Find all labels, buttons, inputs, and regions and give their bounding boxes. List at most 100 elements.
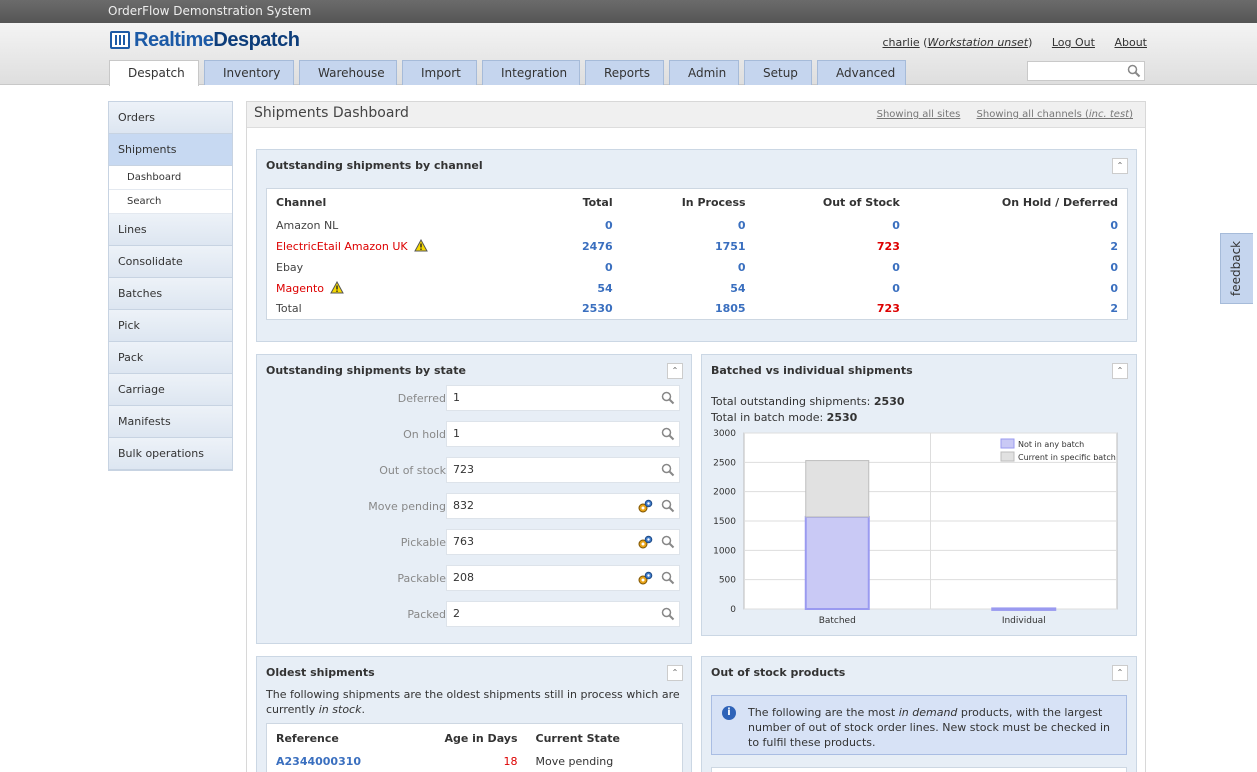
state-value-field[interactable]: 2 bbox=[446, 601, 680, 627]
search-icon[interactable] bbox=[661, 499, 675, 513]
search-icon[interactable] bbox=[661, 607, 675, 621]
sidebar-item-batches[interactable]: Batches bbox=[109, 278, 232, 310]
shipment-reference-link[interactable]: A2344000310 bbox=[276, 754, 362, 768]
channel-name[interactable]: Magento bbox=[276, 282, 324, 295]
collapse-icon[interactable]: ⌃ bbox=[1112, 363, 1128, 379]
channel-name-cell: Magento bbox=[267, 278, 543, 299]
main-nav-tabs: Despatch Inventory Warehouse Import Inte… bbox=[109, 60, 911, 86]
state-row: Pickable 763 bbox=[257, 529, 692, 556]
total-link[interactable]: 54 bbox=[597, 281, 613, 295]
tab-warehouse[interactable]: Warehouse bbox=[299, 60, 397, 85]
sidebar-item-shipments[interactable]: Shipments bbox=[109, 134, 232, 166]
out-of-stock-link[interactable]: 0 bbox=[892, 260, 900, 274]
tab-admin[interactable]: Admin bbox=[669, 60, 739, 85]
total-link[interactable]: 0 bbox=[604, 260, 613, 274]
page-title: Shipments Dashboard bbox=[254, 105, 409, 121]
sidebar-item-pack[interactable]: Pack bbox=[109, 342, 232, 374]
channel-name[interactable]: ElectricEtail Amazon UK bbox=[276, 240, 408, 253]
logo[interactable]: RealtimeDespatch bbox=[110, 28, 300, 52]
tab-reports[interactable]: Reports bbox=[585, 60, 664, 85]
tab-import[interactable]: Import bbox=[402, 60, 477, 85]
on-hold-link[interactable]: 0 bbox=[1110, 218, 1118, 232]
workstation-link[interactable]: Workstation unset bbox=[927, 36, 1029, 49]
collapse-icon[interactable]: ⌃ bbox=[667, 665, 683, 681]
gears-icon[interactable] bbox=[638, 499, 653, 514]
search-icon[interactable] bbox=[1127, 64, 1141, 78]
total-outstanding-text: Total outstanding shipments: 2530 bbox=[711, 395, 905, 408]
legend-swatch bbox=[1000, 451, 1015, 462]
state-label: Deferred bbox=[397, 392, 446, 405]
state-value-field[interactable]: 208 bbox=[446, 565, 680, 591]
out-of-stock-link[interactable]: 723 bbox=[876, 302, 900, 316]
sidebar-item-bulk-operations[interactable]: Bulk operations bbox=[109, 438, 232, 470]
sidebar-subitem-search[interactable]: Search bbox=[109, 190, 232, 214]
search-icon[interactable] bbox=[661, 571, 675, 585]
header-search-input[interactable] bbox=[1027, 61, 1145, 81]
state-value-field[interactable]: 1 bbox=[446, 385, 680, 411]
in-process-link[interactable]: 54 bbox=[730, 281, 746, 295]
sidebar-item-orders[interactable]: Orders bbox=[109, 102, 232, 134]
tab-despatch[interactable]: Despatch bbox=[109, 60, 199, 86]
legend-label: Current in specific batch bbox=[1018, 453, 1116, 462]
sidebar-item-pick[interactable]: Pick bbox=[109, 310, 232, 342]
collapse-icon[interactable]: ⌃ bbox=[1112, 158, 1128, 174]
tab-setup[interactable]: Setup bbox=[744, 60, 812, 85]
out-of-stock-link[interactable]: 723 bbox=[876, 239, 900, 253]
state-value-field[interactable]: 832 bbox=[446, 493, 680, 519]
total-link[interactable]: 2530 bbox=[582, 302, 613, 316]
gears-icon[interactable] bbox=[638, 571, 653, 586]
state-value-field[interactable]: 763 bbox=[446, 529, 680, 555]
tab-advanced[interactable]: Advanced bbox=[817, 60, 906, 85]
sidebar-item-carriage[interactable]: Carriage bbox=[109, 374, 232, 406]
column-header: Total bbox=[582, 196, 613, 210]
main-content: Shipments Dashboard Showing all sites Sh… bbox=[246, 101, 1146, 772]
total-link[interactable]: 2476 bbox=[582, 239, 613, 253]
sidebar-subitem-dashboard[interactable]: Dashboard bbox=[109, 166, 232, 190]
search-icon[interactable] bbox=[661, 463, 675, 477]
state-count: 1 bbox=[453, 427, 460, 440]
tab-inventory[interactable]: Inventory bbox=[204, 60, 294, 85]
feedback-tab[interactable]: feedback bbox=[1220, 233, 1253, 304]
state-count: 832 bbox=[453, 499, 474, 512]
sidebar-item-consolidate[interactable]: Consolidate bbox=[109, 246, 232, 278]
batched-panel: Batched vs individual shipments ⌃ Total … bbox=[701, 354, 1137, 636]
info-icon: i bbox=[722, 706, 736, 720]
in-process-link[interactable]: 0 bbox=[737, 260, 746, 274]
x-tick-label: Batched bbox=[819, 616, 856, 626]
sidebar-item-manifests[interactable]: Manifests bbox=[109, 406, 232, 438]
oldest-table: Reference Age in Days Current State A234… bbox=[266, 723, 683, 772]
sidebar-item-lines[interactable]: Lines bbox=[109, 214, 232, 246]
batched-chart: 0 500 1000 1500 2000 2500 3000 Batched Individua… bbox=[713, 429, 1118, 626]
state-label: Out of stock bbox=[379, 464, 446, 477]
state-label: Packed bbox=[407, 608, 446, 621]
user-name-link[interactable]: charlie bbox=[882, 36, 920, 49]
gears-icon[interactable] bbox=[638, 535, 653, 550]
channel-name: Amazon NL bbox=[276, 218, 339, 232]
search-icon[interactable] bbox=[661, 535, 675, 549]
in-process-link[interactable]: 0 bbox=[737, 218, 746, 232]
collapse-icon[interactable]: ⌃ bbox=[1112, 665, 1128, 681]
on-hold-link[interactable]: 2 bbox=[1110, 239, 1118, 253]
total-link[interactable]: 0 bbox=[604, 218, 613, 232]
on-hold-link[interactable]: 0 bbox=[1110, 281, 1118, 295]
on-hold-link[interactable]: 2 bbox=[1110, 302, 1118, 316]
showing-all-channels-link[interactable]: Showing all channels (inc. test) bbox=[976, 109, 1133, 120]
out-of-stock-link[interactable]: 0 bbox=[892, 281, 900, 295]
bar bbox=[991, 607, 1057, 611]
showing-all-sites-link[interactable]: Showing all sites bbox=[876, 109, 961, 120]
in-process-link[interactable]: 1751 bbox=[714, 239, 746, 253]
logout-link[interactable]: Log Out bbox=[1051, 36, 1095, 49]
state-value-field[interactable]: 1 bbox=[446, 421, 680, 447]
table-header-row: Channel Total In Process Out of Stock On… bbox=[267, 189, 1128, 215]
search-icon[interactable] bbox=[661, 427, 675, 441]
in-process-link[interactable]: 1805 bbox=[714, 302, 746, 316]
out-of-stock-link[interactable]: 0 bbox=[892, 218, 900, 232]
y-tick-label: 1000 bbox=[713, 546, 736, 556]
search-icon[interactable] bbox=[661, 391, 675, 405]
tab-integration[interactable]: Integration bbox=[482, 60, 580, 85]
on-hold-link[interactable]: 0 bbox=[1110, 260, 1118, 274]
state-value-field[interactable]: 723 bbox=[446, 457, 680, 483]
collapse-icon[interactable]: ⌃ bbox=[667, 363, 683, 379]
oldest-panel: Oldest shipments ⌃ The following shipmen… bbox=[256, 656, 692, 772]
about-link[interactable]: About bbox=[1114, 36, 1147, 49]
